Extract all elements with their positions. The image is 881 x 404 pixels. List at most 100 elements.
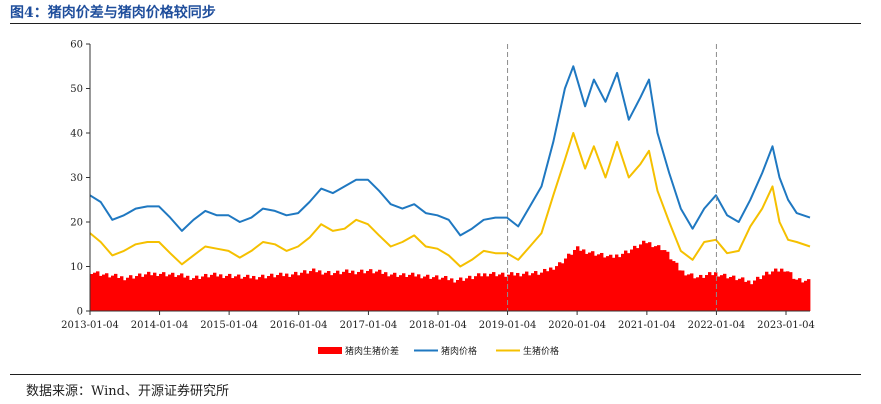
- spread-bar: [447, 280, 451, 311]
- spread-bar: [777, 271, 781, 311]
- spread-bar: [339, 274, 343, 311]
- spread-bar: [90, 274, 94, 311]
- spread-bar: [633, 245, 637, 311]
- spread-bar: [630, 249, 634, 311]
- spread-bar: [408, 274, 412, 311]
- spread-bar: [435, 275, 439, 311]
- spread-bar: [528, 275, 532, 311]
- spread-bar: [579, 250, 583, 311]
- legend-label: 猪肉价格: [441, 345, 477, 357]
- spread-bar: [342, 271, 346, 311]
- spread-bar: [720, 275, 724, 311]
- y-tick-label: 10: [70, 262, 83, 273]
- spread-bar: [246, 274, 250, 311]
- spread-bar: [123, 280, 127, 311]
- spread-bar: [105, 273, 109, 311]
- spread-bar: [384, 272, 388, 311]
- spread-bar: [744, 281, 748, 311]
- spread-bar: [510, 272, 514, 311]
- spread-bar: [306, 273, 310, 311]
- spread-bar: [366, 270, 370, 311]
- spread-bar: [411, 272, 415, 311]
- spread-bar: [675, 262, 679, 311]
- spread-bar: [225, 275, 229, 311]
- spread-bar: [711, 275, 715, 311]
- spread-bar: [504, 276, 508, 311]
- spread-bar: [276, 275, 280, 311]
- legend-label: 生猪价格: [523, 345, 559, 357]
- spread-bar: [687, 274, 691, 311]
- spread-bar: [795, 279, 799, 311]
- spread-bar: [645, 243, 649, 311]
- spread-bar: [573, 249, 577, 311]
- spread-bar: [222, 278, 226, 311]
- spread-bar: [261, 274, 265, 311]
- spread-bar: [450, 278, 454, 311]
- spread-bar: [378, 269, 382, 311]
- spread-bar: [240, 278, 244, 311]
- spread-bar: [705, 275, 709, 311]
- spread-bar: [768, 274, 772, 311]
- reference-lines: [507, 44, 717, 311]
- spread-bar: [558, 262, 562, 311]
- spread-bar: [369, 269, 373, 311]
- spread-bar: [204, 273, 208, 311]
- spread-bar: [669, 259, 673, 311]
- spread-bar: [279, 272, 283, 311]
- spread-bar: [486, 276, 490, 311]
- spread-bar: [141, 276, 145, 311]
- spread-bar: [519, 276, 523, 311]
- spread-bar: [531, 273, 535, 311]
- spread-bar: [321, 274, 325, 311]
- spread-bar: [219, 274, 223, 311]
- spread-bar: [618, 257, 622, 311]
- spread-bar: [441, 277, 445, 311]
- spread-bar: [465, 278, 469, 311]
- spread-bar: [180, 273, 184, 311]
- spread-bar: [747, 280, 751, 311]
- spread-bar: [729, 276, 733, 311]
- spread-bar: [549, 267, 553, 311]
- spread-bar: [477, 273, 481, 311]
- x-tick-label: 2017-01-04: [340, 320, 398, 331]
- x-tick-label: 2018-01-04: [409, 320, 467, 331]
- spread-bar: [375, 271, 379, 311]
- spread-bar: [381, 273, 385, 311]
- spread-bar: [627, 253, 631, 311]
- spread-bar: [474, 276, 478, 311]
- spread-bar: [414, 276, 418, 311]
- spread-bar: [696, 277, 700, 311]
- spread-bar: [237, 274, 241, 311]
- spread-bar: [792, 278, 796, 311]
- spread-bar: [387, 276, 391, 311]
- spread-bar: [717, 276, 721, 311]
- spread-bar: [174, 276, 178, 311]
- spread-bar: [129, 275, 133, 311]
- spread-bar: [300, 272, 304, 311]
- spread-bar: [282, 276, 286, 311]
- spread-bar: [432, 277, 436, 311]
- spread-bar: [96, 271, 100, 311]
- spread-bar: [405, 277, 409, 311]
- spread-bar: [732, 275, 736, 311]
- spread-bar: [186, 275, 190, 311]
- spread-bar: [561, 263, 565, 311]
- spread-bar: [483, 273, 487, 311]
- spread-bar: [348, 272, 352, 311]
- spread-bar: [735, 280, 739, 311]
- x-tick-label: 2023-01-04: [757, 320, 815, 331]
- spread-bar: [534, 271, 538, 311]
- spread-bar: [678, 270, 682, 311]
- spread-bar: [273, 277, 277, 311]
- spread-bar: [420, 278, 424, 311]
- spread-bar: [492, 272, 496, 311]
- spread-bar: [543, 268, 547, 311]
- spread-bar: [480, 276, 484, 311]
- y-tick-label: 60: [70, 40, 83, 51]
- spread-bar: [207, 277, 211, 311]
- spread-bar: [540, 272, 544, 311]
- spread-bar: [699, 274, 703, 311]
- spread-bar: [201, 276, 205, 311]
- spread-bar: [555, 266, 559, 311]
- spread-bar: [297, 275, 301, 311]
